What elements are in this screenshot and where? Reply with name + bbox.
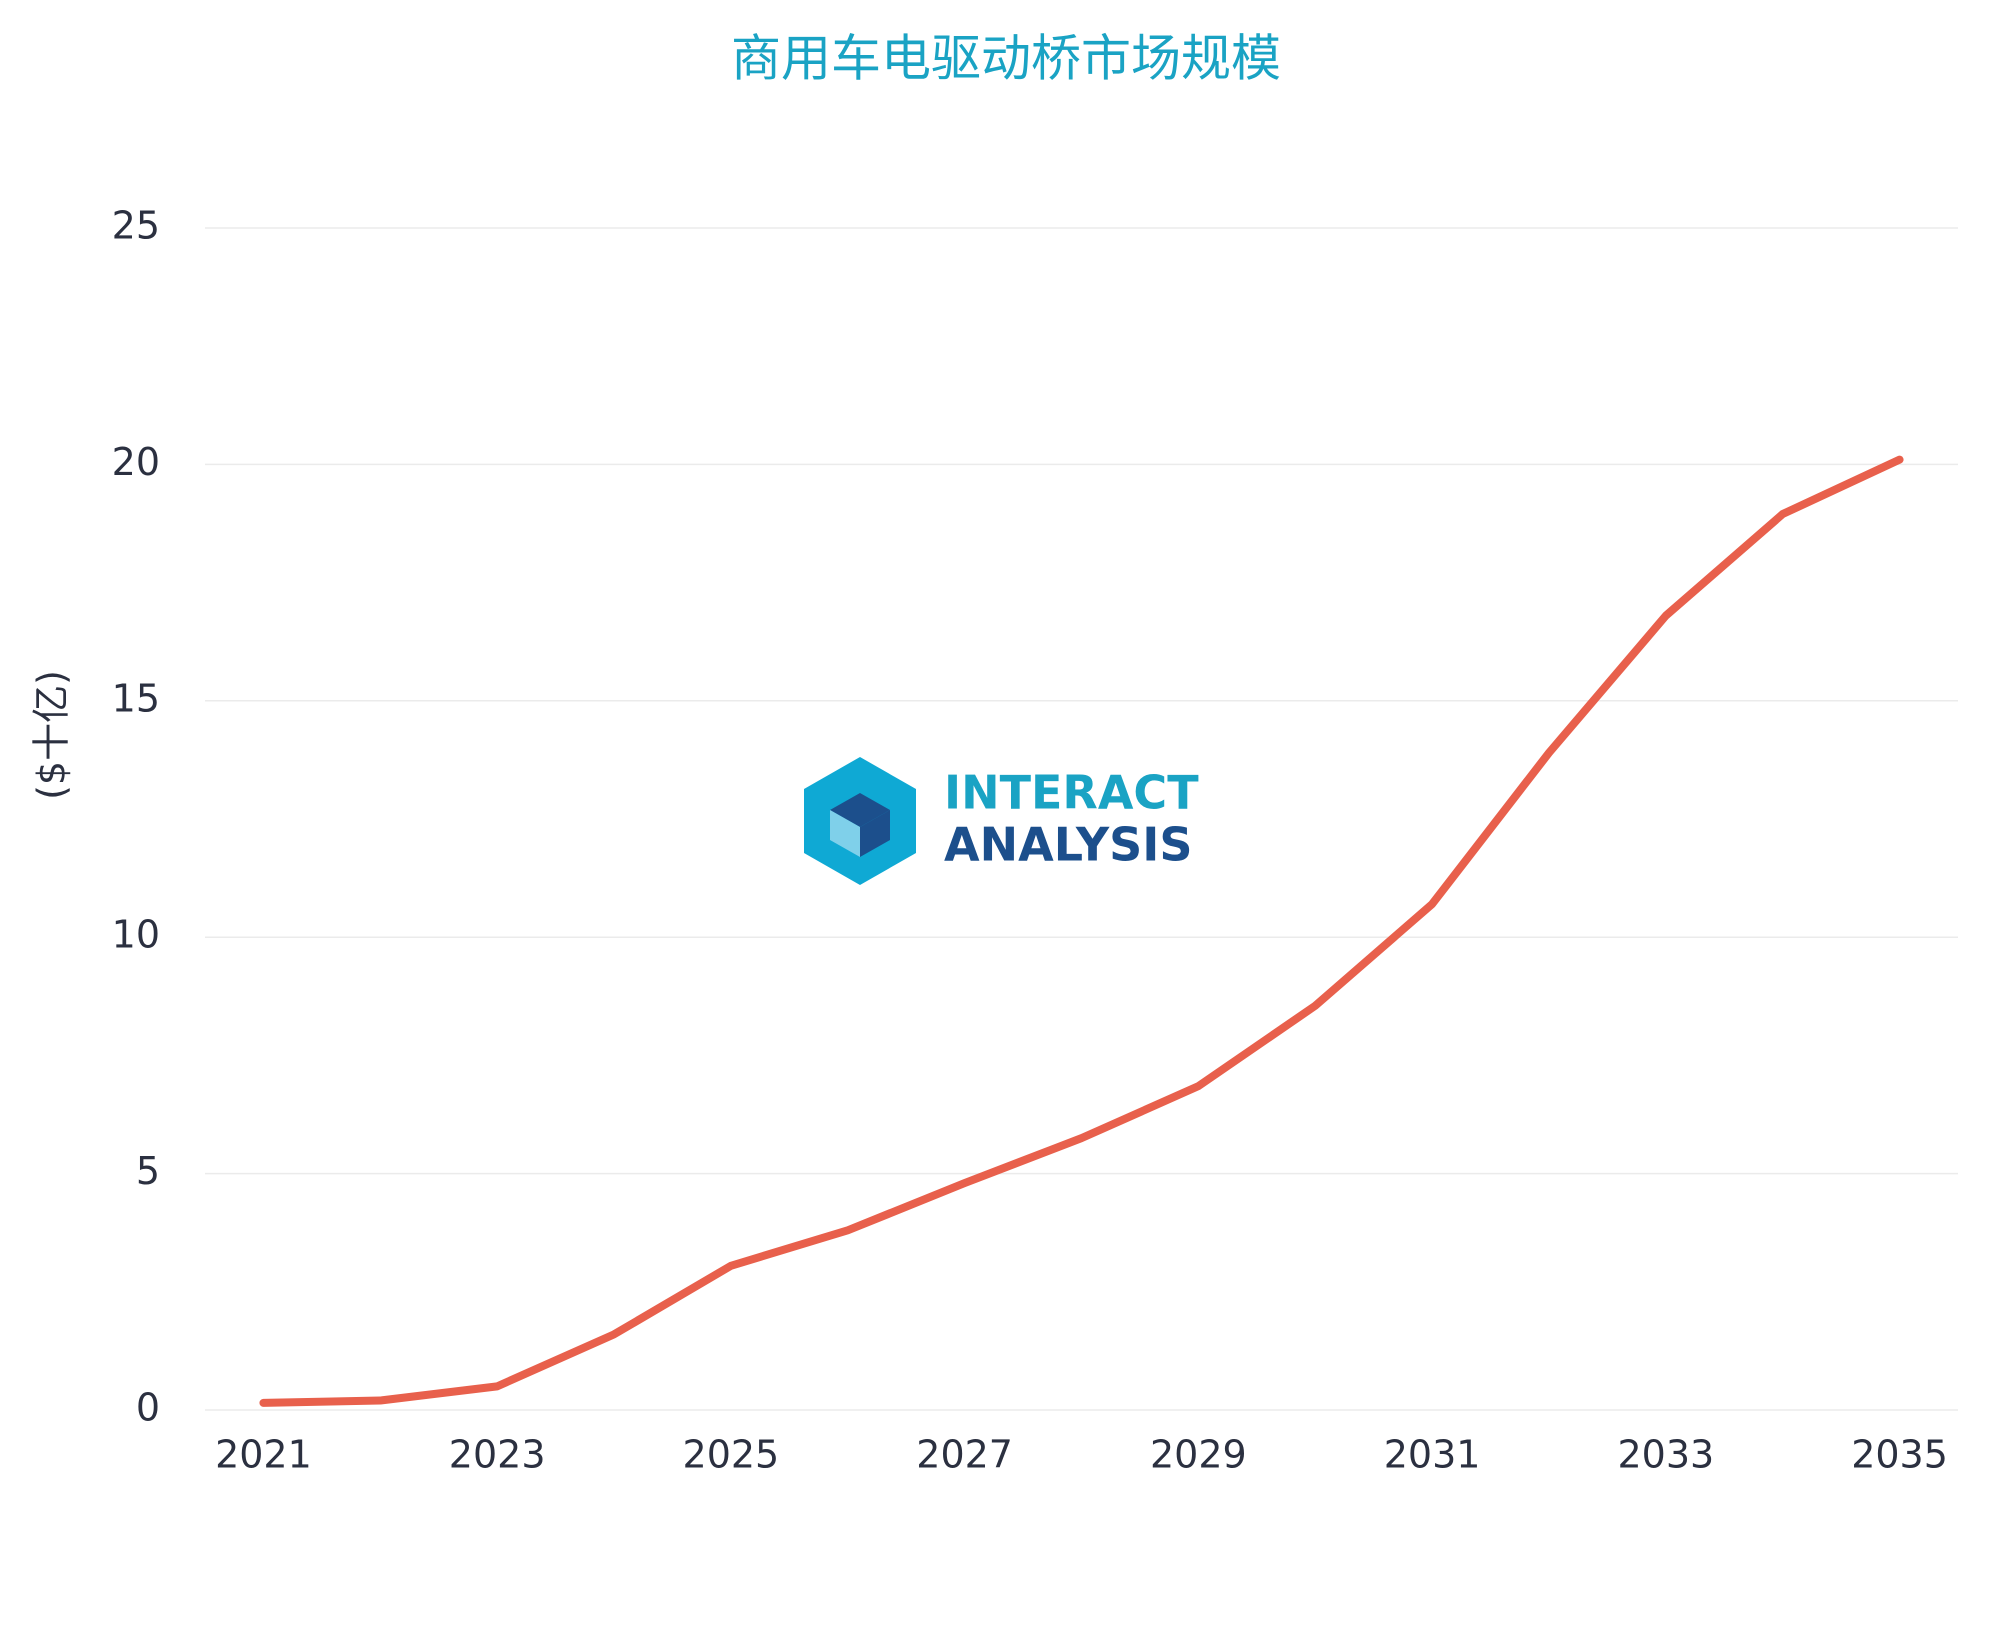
x-tick-label: 2033 — [1617, 1433, 1714, 1477]
x-tick-label: 2029 — [1150, 1433, 1247, 1477]
y-tick-label: 20 — [112, 440, 160, 484]
line — [259, 455, 1904, 1407]
y-tick-label: 25 — [112, 204, 160, 248]
logo-text: ANALYSIS — [944, 818, 1193, 872]
chart-title: 商用车电驱动桥市场规模 — [731, 30, 1281, 88]
y-tick-label: 0 — [136, 1386, 160, 1430]
x-tick-label: 2027 — [916, 1433, 1013, 1477]
y-tick-label: 5 — [136, 1149, 160, 1193]
logo-facet — [860, 810, 890, 857]
x-tick-label: 2025 — [683, 1433, 780, 1477]
y-axis-label: ($十亿) — [30, 670, 74, 800]
x-tick-label: 2023 — [449, 1433, 546, 1477]
logo-text: INTERACT — [944, 766, 1199, 820]
x-tick-label: 2031 — [1384, 1433, 1481, 1477]
x-tick-label: 2021 — [215, 1433, 312, 1477]
logo-facet — [830, 810, 860, 857]
y-tick-label: 15 — [112, 676, 160, 720]
x-tick-label: 2035 — [1851, 1433, 1948, 1477]
logo: INTERACT ANALYSIS — [804, 757, 1199, 885]
y-tick-label: 10 — [112, 913, 160, 957]
